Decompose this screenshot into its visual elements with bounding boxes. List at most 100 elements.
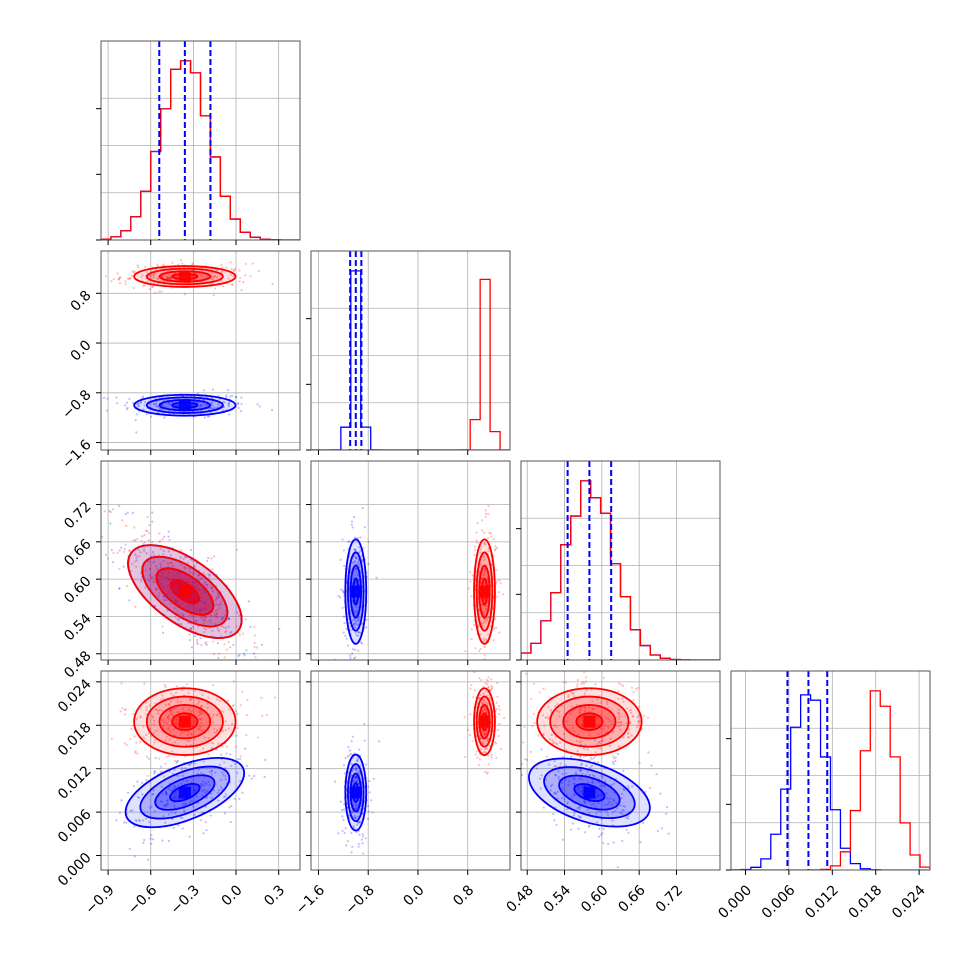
x-tick-label: 0.018 — [846, 882, 886, 922]
density-peak — [178, 786, 191, 799]
scatter-point — [620, 793, 624, 796]
scatter-point — [206, 789, 209, 792]
scatter-point — [135, 741, 138, 744]
scatter-point — [237, 406, 240, 410]
scatter-point — [603, 784, 606, 787]
scatter-point — [159, 582, 162, 586]
scatter-point — [200, 819, 203, 822]
scatter-point — [588, 773, 591, 776]
scatter-point — [206, 583, 209, 587]
scatter-point — [166, 798, 169, 802]
panel-2-0 — [96, 460, 301, 665]
scatter-point — [585, 689, 588, 692]
scatter-point — [612, 798, 615, 801]
scatter-point — [188, 633, 191, 636]
scatter-point — [124, 708, 127, 711]
scatter-point — [352, 824, 355, 828]
scatter-point — [206, 706, 209, 709]
scatter-point — [225, 752, 228, 755]
density-peak — [349, 786, 362, 799]
scatter-point — [356, 758, 359, 761]
scatter-point — [212, 789, 216, 792]
y-tick-label: 0.0 — [68, 337, 95, 364]
density-peak — [178, 399, 191, 412]
scatter-point — [201, 615, 204, 618]
scatter-point — [251, 262, 254, 265]
scatter-point — [579, 805, 582, 808]
scatter-point — [109, 522, 112, 525]
scatter-point — [264, 758, 267, 761]
scatter-point — [176, 759, 179, 763]
scatter-point — [589, 766, 592, 769]
scatter-point — [229, 273, 233, 277]
scatter-point — [617, 697, 620, 700]
scatter-point — [210, 402, 213, 405]
scatter-point — [597, 801, 600, 805]
scatter-point — [367, 805, 370, 808]
scatter-point — [483, 558, 486, 562]
scatter-point — [143, 548, 146, 551]
scatter-point — [539, 787, 542, 790]
scatter-point — [199, 725, 202, 728]
scatter-point — [483, 750, 486, 753]
scatter-point — [151, 285, 154, 288]
scatter-point — [191, 615, 194, 618]
scatter-point — [498, 579, 501, 582]
scatter-point — [599, 747, 602, 750]
scatter-point — [181, 816, 184, 820]
scatter-point — [196, 638, 199, 642]
scatter-point — [185, 779, 188, 783]
scatter-point — [160, 574, 163, 578]
scatter-point — [549, 708, 553, 711]
scatter-point — [232, 680, 235, 683]
scatter-point — [174, 795, 177, 799]
scatter-point — [222, 616, 225, 619]
scatter-point — [163, 684, 166, 687]
panel-content — [311, 671, 510, 870]
scatter-point — [492, 639, 495, 642]
scatter-point — [253, 641, 256, 644]
scatter-point — [593, 739, 596, 742]
scatter-point — [145, 708, 148, 711]
scatter-point — [656, 829, 660, 833]
scatter-point — [353, 816, 356, 819]
scatter-point — [136, 404, 140, 407]
scatter-point — [347, 540, 350, 543]
scatter-point — [354, 631, 357, 634]
scatter-point — [168, 786, 172, 789]
scatter-point — [337, 832, 340, 835]
scatter-point — [542, 733, 545, 736]
scatter-point — [203, 788, 206, 792]
scatter-point — [175, 718, 178, 722]
scatter-point — [622, 769, 625, 772]
scatter-point — [472, 696, 475, 699]
scatter-point — [220, 271, 223, 274]
scatter-point — [544, 778, 547, 781]
scatter-point — [363, 739, 366, 742]
scatter-point — [548, 763, 551, 766]
scatter-point — [212, 684, 215, 687]
scatter-point — [166, 755, 169, 758]
scatter-point — [596, 794, 600, 797]
density-peak — [478, 715, 491, 728]
scatter-point — [154, 739, 157, 742]
scatter-point — [199, 783, 202, 786]
scatter-point — [479, 548, 482, 551]
scatter-point — [204, 791, 207, 794]
scatter-point — [565, 720, 568, 723]
scatter-point — [141, 395, 145, 398]
scatter-point — [607, 842, 610, 846]
scatter-point — [482, 660, 484, 662]
scatter-point — [216, 713, 219, 716]
scatter-point — [627, 787, 630, 790]
scatter-point — [358, 565, 361, 568]
scatter-point — [606, 702, 609, 706]
scatter-point — [211, 401, 214, 404]
scatter-point — [189, 697, 193, 701]
scatter-point — [151, 793, 154, 796]
scatter-point — [148, 806, 152, 809]
scatter-point — [192, 571, 195, 574]
scatter-point — [341, 589, 344, 592]
scatter-point — [173, 581, 176, 584]
scatter-point — [210, 769, 213, 772]
